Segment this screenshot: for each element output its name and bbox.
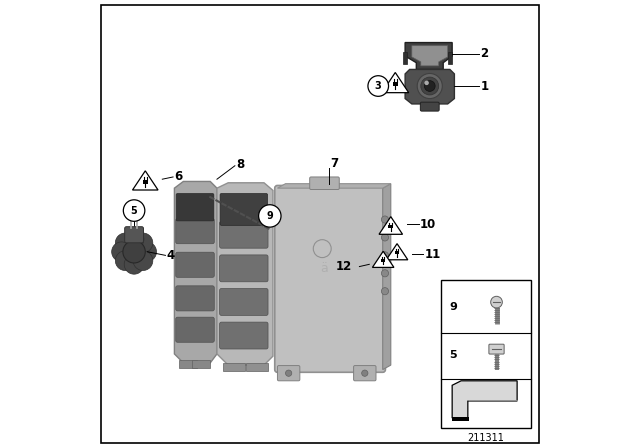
Bar — [192, 360, 210, 368]
Polygon shape — [379, 217, 403, 234]
FancyBboxPatch shape — [143, 180, 148, 184]
Bar — [223, 363, 245, 371]
Text: ä: ä — [321, 262, 328, 276]
Circle shape — [124, 254, 144, 274]
Polygon shape — [278, 184, 391, 188]
Bar — [448, 52, 452, 64]
Circle shape — [368, 76, 388, 96]
FancyBboxPatch shape — [176, 252, 214, 277]
Polygon shape — [174, 181, 217, 363]
Circle shape — [381, 252, 388, 259]
Circle shape — [491, 296, 502, 308]
Text: 5: 5 — [131, 206, 138, 215]
Circle shape — [417, 73, 442, 99]
Text: 8: 8 — [236, 158, 244, 171]
FancyBboxPatch shape — [392, 82, 398, 86]
Bar — [403, 52, 408, 64]
Circle shape — [115, 251, 135, 271]
FancyBboxPatch shape — [176, 286, 214, 311]
Circle shape — [123, 241, 145, 263]
Bar — [452, 417, 469, 421]
FancyBboxPatch shape — [220, 289, 268, 315]
Circle shape — [259, 205, 281, 227]
Polygon shape — [383, 184, 391, 370]
Text: 9: 9 — [266, 211, 273, 221]
FancyBboxPatch shape — [395, 251, 399, 254]
Circle shape — [112, 242, 131, 262]
Circle shape — [133, 251, 153, 271]
Polygon shape — [405, 43, 452, 69]
FancyBboxPatch shape — [489, 344, 504, 354]
Circle shape — [285, 370, 292, 376]
Circle shape — [124, 229, 144, 249]
Circle shape — [381, 270, 388, 277]
Circle shape — [381, 216, 388, 223]
Circle shape — [137, 242, 157, 262]
FancyBboxPatch shape — [176, 194, 214, 221]
Polygon shape — [132, 171, 158, 190]
Circle shape — [362, 370, 368, 376]
FancyBboxPatch shape — [310, 177, 339, 190]
Circle shape — [124, 200, 145, 221]
FancyBboxPatch shape — [381, 259, 385, 262]
Bar — [246, 363, 269, 371]
Polygon shape — [382, 73, 409, 93]
Text: 1: 1 — [481, 79, 488, 93]
Text: 5: 5 — [449, 350, 457, 360]
Circle shape — [381, 234, 388, 241]
Text: 11: 11 — [424, 248, 440, 261]
Polygon shape — [217, 183, 273, 365]
Bar — [179, 360, 197, 368]
Text: 6: 6 — [174, 170, 182, 184]
Bar — [441, 280, 531, 428]
Circle shape — [381, 288, 388, 295]
FancyBboxPatch shape — [388, 225, 393, 228]
Text: 3: 3 — [375, 81, 381, 91]
Circle shape — [421, 77, 439, 95]
Text: 9: 9 — [449, 302, 457, 312]
FancyBboxPatch shape — [176, 317, 214, 342]
FancyBboxPatch shape — [220, 255, 268, 282]
FancyBboxPatch shape — [353, 366, 376, 381]
FancyBboxPatch shape — [420, 102, 439, 111]
Text: 211311: 211311 — [467, 433, 504, 443]
Text: 7: 7 — [330, 157, 339, 170]
FancyBboxPatch shape — [275, 185, 385, 372]
Text: 2: 2 — [481, 47, 488, 60]
Text: 10: 10 — [420, 217, 436, 231]
Circle shape — [424, 81, 429, 85]
Circle shape — [133, 233, 153, 253]
Polygon shape — [372, 251, 394, 267]
Circle shape — [115, 233, 135, 253]
Text: 12: 12 — [336, 260, 353, 273]
Polygon shape — [412, 46, 448, 66]
FancyBboxPatch shape — [176, 219, 214, 244]
Polygon shape — [405, 69, 454, 104]
FancyBboxPatch shape — [220, 194, 268, 225]
Polygon shape — [387, 244, 408, 260]
FancyBboxPatch shape — [220, 221, 268, 248]
FancyBboxPatch shape — [125, 227, 143, 243]
FancyBboxPatch shape — [278, 366, 300, 381]
Polygon shape — [452, 381, 517, 418]
Text: 4: 4 — [167, 249, 175, 262]
FancyBboxPatch shape — [220, 322, 268, 349]
Circle shape — [424, 81, 435, 91]
